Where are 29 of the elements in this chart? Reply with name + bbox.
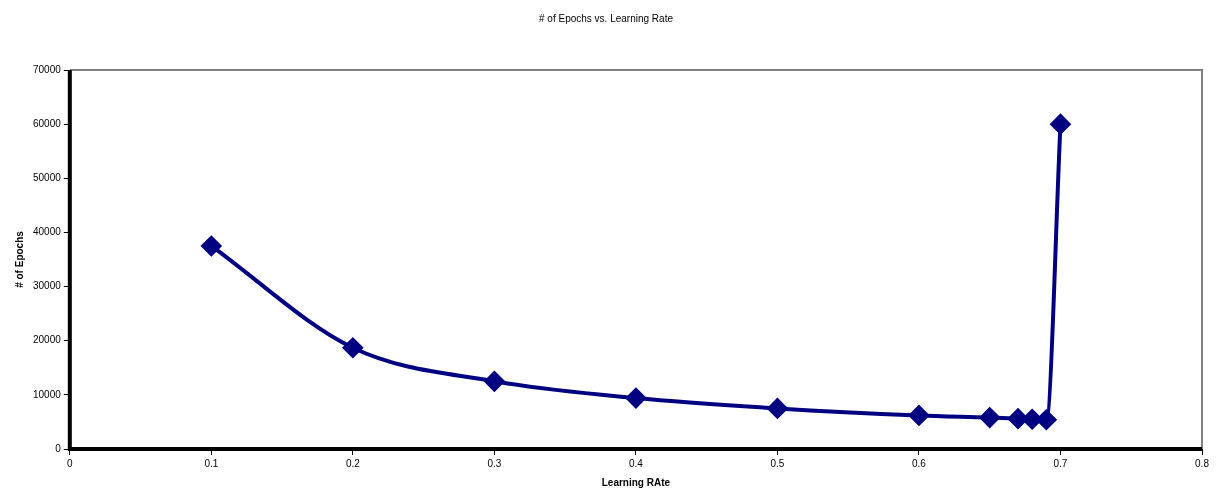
x-tick-label: 0 [67, 457, 74, 469]
point [201, 235, 222, 256]
y-tick-label: 0 [55, 442, 62, 454]
point [342, 337, 363, 358]
x-axis-title: Learning RAte [601, 476, 671, 488]
chart-title: # of Epochs vs. Learning Rate [539, 12, 674, 24]
point [979, 407, 1000, 428]
y-tick-label: 60000 [33, 117, 62, 129]
point [767, 398, 788, 419]
y-axis-title: # of Epochs [13, 230, 25, 288]
point [625, 388, 646, 409]
x-tick-label: 0.8 [1195, 457, 1210, 469]
point [484, 371, 505, 392]
point [1050, 114, 1071, 135]
x-tick-label: 0.5 [770, 457, 785, 469]
y-tick-label: 30000 [33, 280, 62, 292]
point [908, 405, 929, 426]
x-tick-label: 0.1 [204, 457, 219, 469]
y-tick-label: 70000 [33, 63, 62, 75]
x-tick-label: 0.4 [628, 457, 644, 469]
y-tick-label: 10000 [33, 388, 62, 400]
x-tick-label: 0.7 [1053, 457, 1068, 469]
x-tick-label: 0.3 [487, 457, 502, 469]
x-tick-label: 0.2 [345, 457, 361, 469]
y-tick-label: 40000 [33, 226, 62, 238]
y-tick-label: 20000 [33, 334, 62, 346]
x-tick-label: 0.6 [912, 457, 927, 469]
y-tick-label: 50000 [33, 172, 62, 184]
point [1036, 409, 1057, 430]
